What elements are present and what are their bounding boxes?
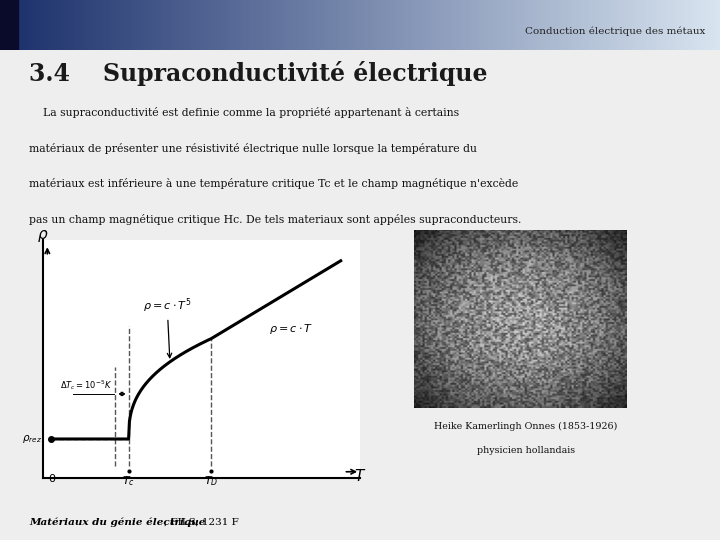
Text: $T_c$: $T_c$ [122, 474, 135, 488]
Text: 3.4    Supraconductivité électrique: 3.4 Supraconductivité électrique [29, 61, 487, 86]
Text: La supraconductivité est definie comme la propriété appartenant à certains: La supraconductivité est definie comme l… [29, 107, 459, 118]
Text: Matériaux du génie électrique: Matériaux du génie électrique [29, 518, 205, 527]
Text: Conduction électrique des métaux: Conduction électrique des métaux [525, 26, 706, 36]
Text: Heike Kamerlingh Onnes (1853-1926): Heike Kamerlingh Onnes (1853-1926) [434, 422, 617, 431]
Text: pas un champ magnétique critique Hc. De tels materiaux sont appéles supraconduct: pas un champ magnétique critique Hc. De … [29, 214, 521, 225]
Text: physicien hollandais: physicien hollandais [477, 447, 575, 455]
Text: $\Delta T_c{=}10^{-5}K$: $\Delta T_c{=}10^{-5}K$ [60, 378, 112, 392]
Text: $T$: $T$ [354, 468, 366, 484]
Text: matériaux est inférieure à une température critique Tc et le champ magnétique n': matériaux est inférieure à une températu… [29, 178, 518, 189]
Text: 0: 0 [48, 474, 55, 484]
Text: $\rho = c \cdot T$: $\rho = c \cdot T$ [269, 322, 313, 336]
Text: $\rho_{rez}$: $\rho_{rez}$ [22, 433, 42, 445]
Text: $\rho$: $\rho$ [37, 228, 49, 245]
Text: $T_D$: $T_D$ [204, 474, 218, 488]
Text: matériaux de présenter une résistivité électrique nulle lorsque la température d: matériaux de présenter une résistivité é… [29, 143, 477, 153]
Text: $\rho = c \cdot T^{5}$: $\rho = c \cdot T^{5}$ [143, 296, 192, 357]
Bar [0, 0, 18, 50]
Text: , FILS, 1231 F: , FILS, 1231 F [163, 518, 238, 527]
